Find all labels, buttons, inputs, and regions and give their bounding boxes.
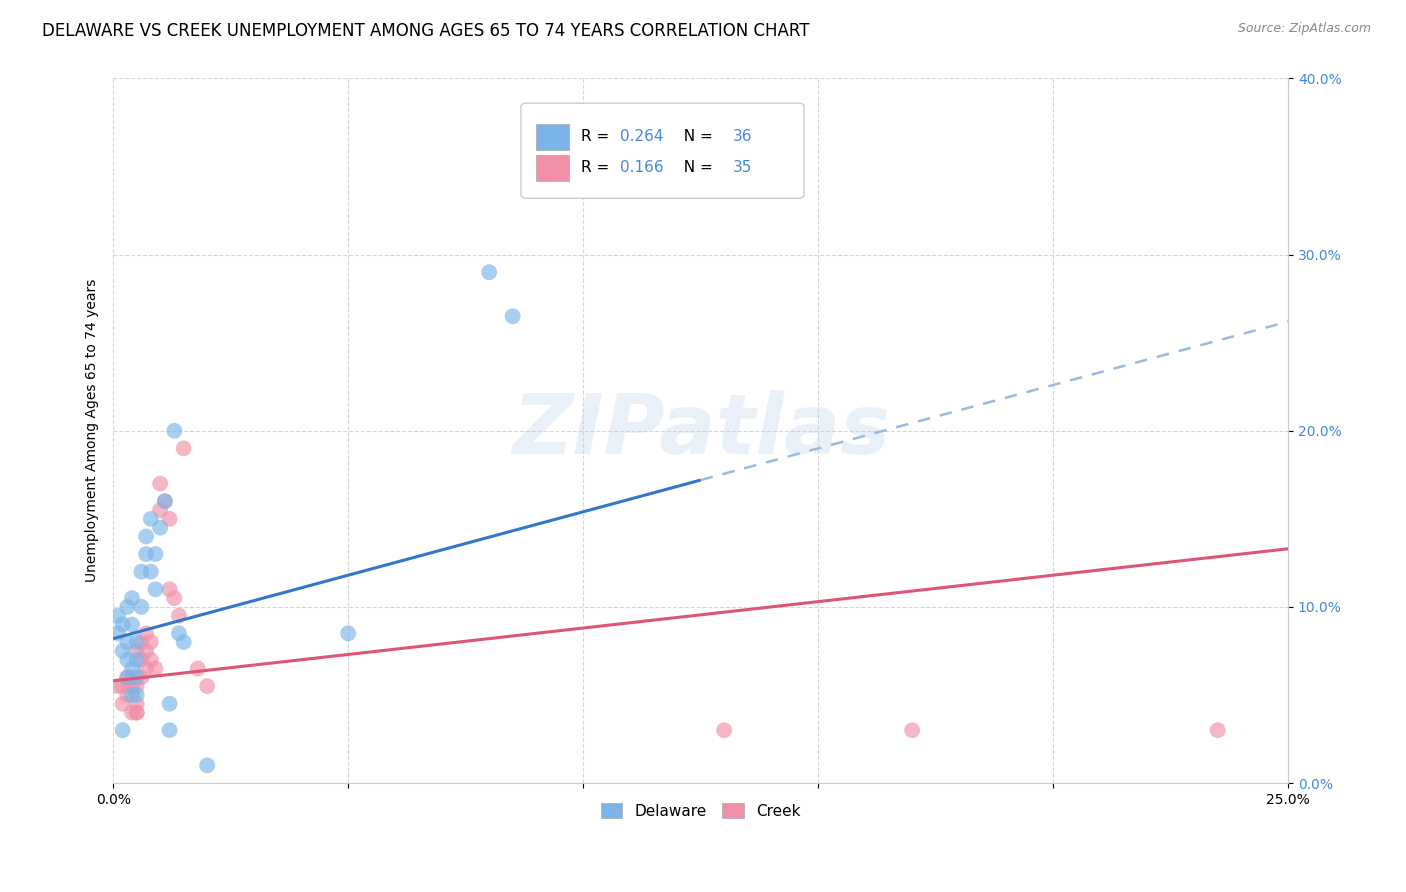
Point — [111, 697, 134, 711]
Point — [125, 653, 148, 667]
Point — [121, 670, 143, 684]
Point — [135, 644, 157, 658]
Text: Source: ZipAtlas.com: Source: ZipAtlas.com — [1237, 22, 1371, 36]
Point — [125, 670, 148, 684]
Point — [107, 626, 129, 640]
Point — [149, 503, 172, 517]
Point — [121, 617, 143, 632]
Point — [121, 591, 143, 606]
Text: R =: R = — [581, 161, 614, 176]
Point — [125, 697, 148, 711]
Point — [117, 653, 139, 667]
Point — [117, 670, 139, 684]
Point — [117, 688, 139, 702]
Point — [167, 626, 190, 640]
Point — [125, 644, 148, 658]
Point — [111, 679, 134, 693]
Point — [131, 599, 153, 614]
Point — [117, 670, 139, 684]
Text: DELAWARE VS CREEK UNEMPLOYMENT AMONG AGES 65 TO 74 YEARS CORRELATION CHART: DELAWARE VS CREEK UNEMPLOYMENT AMONG AGE… — [42, 22, 810, 40]
Point — [139, 653, 162, 667]
Point — [173, 635, 195, 649]
Point — [125, 679, 148, 693]
Point — [713, 723, 735, 738]
Point — [125, 635, 148, 649]
Point — [159, 512, 181, 526]
Point — [502, 310, 524, 324]
Point — [131, 653, 153, 667]
Point — [159, 582, 181, 597]
Text: 35: 35 — [733, 161, 752, 176]
Point — [139, 565, 162, 579]
Text: ZIPatlas: ZIPatlas — [512, 391, 890, 471]
Point — [125, 706, 148, 720]
Point — [167, 608, 190, 623]
Point — [153, 494, 176, 508]
Text: N =: N = — [673, 161, 717, 176]
Point — [159, 723, 181, 738]
Point — [145, 582, 167, 597]
FancyBboxPatch shape — [520, 103, 804, 198]
Point — [131, 635, 153, 649]
Point — [901, 723, 924, 738]
Point — [159, 697, 181, 711]
Point — [107, 679, 129, 693]
Point — [111, 723, 134, 738]
Point — [125, 706, 148, 720]
Point — [121, 688, 143, 702]
Point — [1206, 723, 1229, 738]
Point — [111, 644, 134, 658]
Point — [145, 661, 167, 675]
Point — [131, 565, 153, 579]
Point — [117, 635, 139, 649]
Point — [195, 758, 218, 772]
Point — [187, 661, 209, 675]
Legend: Delaware, Creek: Delaware, Creek — [595, 797, 807, 825]
Y-axis label: Unemployment Among Ages 65 to 74 years: Unemployment Among Ages 65 to 74 years — [86, 279, 100, 582]
Point — [163, 424, 186, 438]
Text: 36: 36 — [733, 129, 752, 145]
Point — [135, 661, 157, 675]
Point — [135, 529, 157, 543]
Point — [121, 661, 143, 675]
Point — [163, 591, 186, 606]
Point — [135, 547, 157, 561]
Point — [139, 512, 162, 526]
Point — [117, 599, 139, 614]
Point — [111, 617, 134, 632]
Point — [125, 688, 148, 702]
Point — [195, 679, 218, 693]
Point — [337, 626, 360, 640]
Point — [149, 521, 172, 535]
Text: N =: N = — [673, 129, 717, 145]
Point — [478, 265, 501, 279]
Text: R =: R = — [581, 129, 614, 145]
Point — [107, 608, 129, 623]
FancyBboxPatch shape — [536, 124, 569, 151]
Point — [153, 494, 176, 508]
Point — [131, 670, 153, 684]
Point — [139, 635, 162, 649]
Point — [173, 442, 195, 456]
Point — [135, 626, 157, 640]
Text: 0.166: 0.166 — [620, 161, 664, 176]
Point — [121, 679, 143, 693]
Text: 0.264: 0.264 — [620, 129, 664, 145]
Point — [145, 547, 167, 561]
Point — [121, 706, 143, 720]
Point — [149, 476, 172, 491]
FancyBboxPatch shape — [536, 154, 569, 181]
